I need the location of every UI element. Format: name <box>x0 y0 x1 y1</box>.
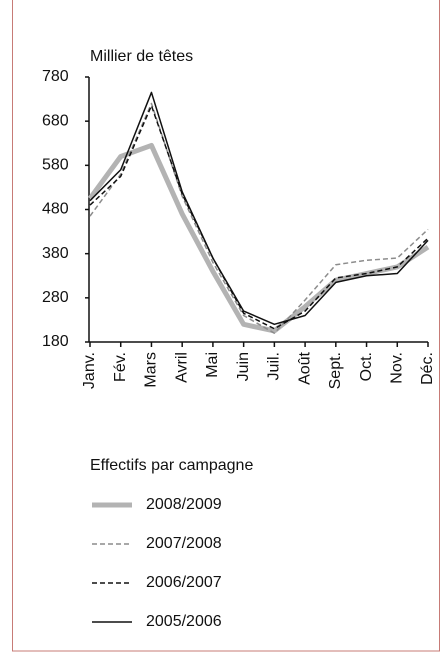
legend-title: Effectifs par campagne <box>90 457 253 474</box>
frame <box>12 0 440 652</box>
x-tick-label: Oct. <box>358 352 375 381</box>
series-line <box>89 91 429 326</box>
series-line <box>89 102 429 334</box>
y-tick-label: 280 <box>42 289 69 306</box>
y-tick-label: 780 <box>42 68 69 85</box>
x-tick-label: Sept. <box>327 352 344 389</box>
legend-label: 2008/2009 <box>146 496 222 513</box>
legend-label: 2005/2006 <box>146 613 222 630</box>
series-line <box>87 142 430 334</box>
x-tick-label: Fév. <box>112 352 129 382</box>
x-tick-label: Juil. <box>266 352 283 380</box>
y-tick-label: 480 <box>42 201 69 218</box>
y-tick-label: 380 <box>42 245 69 262</box>
y-axis-label: Millier de têtes <box>90 48 193 65</box>
x-tick-label: Mai <box>204 352 221 378</box>
legend-label: 2006/2007 <box>146 574 222 591</box>
x-tick-label: Avril <box>173 352 190 383</box>
x-tick-label: Août <box>296 351 313 384</box>
y-tick-label: 580 <box>42 157 69 174</box>
x-tick-label: Juin <box>235 352 252 381</box>
y-tick-label: 180 <box>42 333 69 350</box>
x-tick-label: Mars <box>143 352 160 388</box>
x-tick-label: Janv. <box>81 352 98 389</box>
legend-label: 2007/2008 <box>146 535 222 552</box>
x-tick-label: Nov. <box>388 352 405 384</box>
x-tick-label: Déc. <box>419 352 436 385</box>
y-tick-label: 680 <box>42 112 69 129</box>
series-line <box>89 104 429 330</box>
